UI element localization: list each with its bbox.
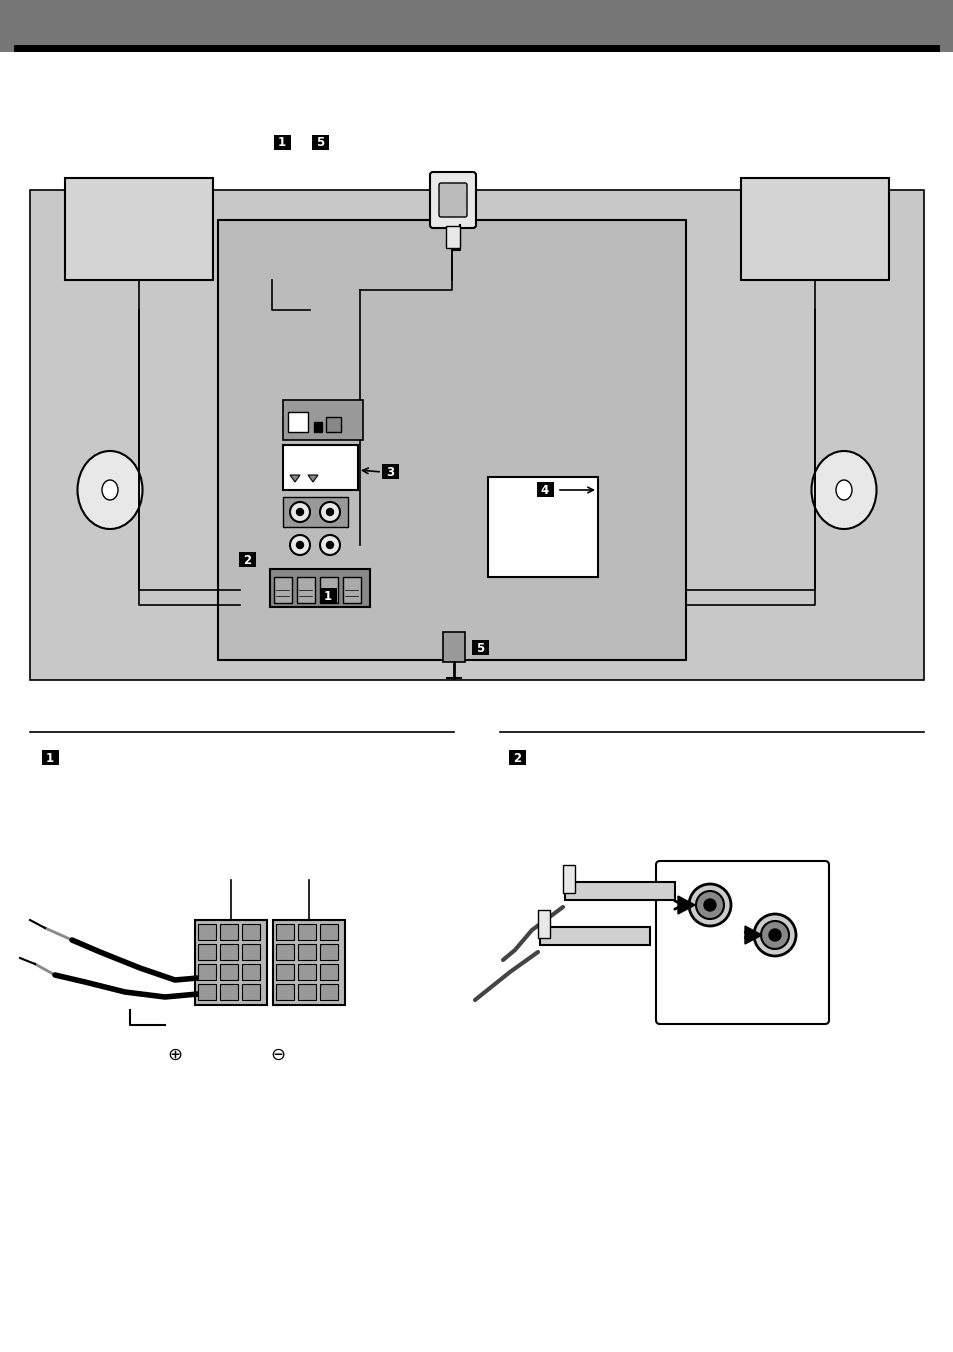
Bar xyxy=(30,191,923,680)
Ellipse shape xyxy=(753,914,795,956)
Ellipse shape xyxy=(688,884,730,926)
Bar xyxy=(296,577,314,603)
Bar xyxy=(220,964,237,980)
Bar xyxy=(297,944,315,960)
Bar xyxy=(65,178,213,280)
Bar xyxy=(314,422,322,433)
Ellipse shape xyxy=(703,899,716,911)
Bar xyxy=(472,639,489,654)
Ellipse shape xyxy=(326,542,334,549)
Bar xyxy=(488,477,598,577)
Bar xyxy=(297,964,315,980)
Bar xyxy=(242,984,260,1000)
Bar xyxy=(442,631,464,662)
Bar xyxy=(319,984,337,1000)
Bar xyxy=(242,923,260,940)
Bar xyxy=(509,750,525,765)
Ellipse shape xyxy=(811,452,876,529)
Text: 1: 1 xyxy=(277,137,286,150)
Bar xyxy=(239,552,255,566)
Bar xyxy=(275,923,294,940)
Bar xyxy=(242,944,260,960)
FancyBboxPatch shape xyxy=(438,183,467,218)
Bar xyxy=(273,919,345,1005)
Bar xyxy=(283,498,348,527)
Bar xyxy=(198,964,215,980)
Bar xyxy=(319,944,337,960)
Bar xyxy=(381,464,398,479)
FancyBboxPatch shape xyxy=(430,172,476,228)
Bar xyxy=(0,0,953,51)
Bar xyxy=(283,400,363,439)
Bar xyxy=(275,964,294,980)
Text: 2: 2 xyxy=(243,553,251,566)
Ellipse shape xyxy=(296,542,303,549)
Text: 2: 2 xyxy=(513,752,520,764)
Bar xyxy=(319,964,337,980)
Ellipse shape xyxy=(768,929,781,941)
FancyBboxPatch shape xyxy=(656,861,828,1023)
Bar xyxy=(242,964,260,980)
Text: 4: 4 xyxy=(540,484,549,496)
Bar xyxy=(446,226,459,247)
Ellipse shape xyxy=(696,891,723,919)
Bar xyxy=(220,984,237,1000)
Ellipse shape xyxy=(760,921,788,949)
Bar xyxy=(312,135,329,150)
Bar xyxy=(740,178,888,280)
Bar xyxy=(343,577,360,603)
Bar xyxy=(275,944,294,960)
Bar xyxy=(14,45,939,51)
Bar xyxy=(537,483,554,498)
Ellipse shape xyxy=(319,502,339,522)
Bar xyxy=(274,577,292,603)
Ellipse shape xyxy=(77,452,142,529)
Polygon shape xyxy=(678,896,695,914)
Bar xyxy=(198,923,215,940)
Ellipse shape xyxy=(835,480,851,500)
Bar xyxy=(220,923,237,940)
Text: 5: 5 xyxy=(315,137,324,150)
Text: 1: 1 xyxy=(46,752,54,764)
Bar xyxy=(275,984,294,1000)
Bar xyxy=(194,919,267,1005)
Bar xyxy=(42,750,59,765)
Bar xyxy=(562,865,575,894)
Bar xyxy=(198,944,215,960)
Text: 5: 5 xyxy=(476,641,483,654)
Bar xyxy=(319,577,337,603)
Bar xyxy=(326,416,340,433)
Ellipse shape xyxy=(319,535,339,556)
Bar xyxy=(297,984,315,1000)
Polygon shape xyxy=(290,475,299,483)
Text: 3: 3 xyxy=(386,465,394,479)
Text: ⊖: ⊖ xyxy=(270,1046,285,1064)
Bar xyxy=(274,135,291,150)
Text: 1: 1 xyxy=(324,589,332,603)
Ellipse shape xyxy=(290,502,310,522)
Bar xyxy=(319,923,337,940)
Polygon shape xyxy=(744,926,761,944)
Bar xyxy=(220,944,237,960)
Bar xyxy=(319,588,336,603)
Bar xyxy=(288,412,308,433)
Ellipse shape xyxy=(290,535,310,556)
Bar xyxy=(218,220,685,660)
Bar xyxy=(564,882,675,900)
Ellipse shape xyxy=(326,508,334,515)
Bar xyxy=(539,927,649,945)
Bar xyxy=(537,910,550,938)
Text: ⊕: ⊕ xyxy=(168,1046,182,1064)
Bar xyxy=(297,923,315,940)
Ellipse shape xyxy=(102,480,118,500)
Bar xyxy=(270,569,370,607)
Polygon shape xyxy=(308,475,317,483)
Bar xyxy=(198,984,215,1000)
Ellipse shape xyxy=(296,508,303,515)
Bar xyxy=(283,445,357,489)
